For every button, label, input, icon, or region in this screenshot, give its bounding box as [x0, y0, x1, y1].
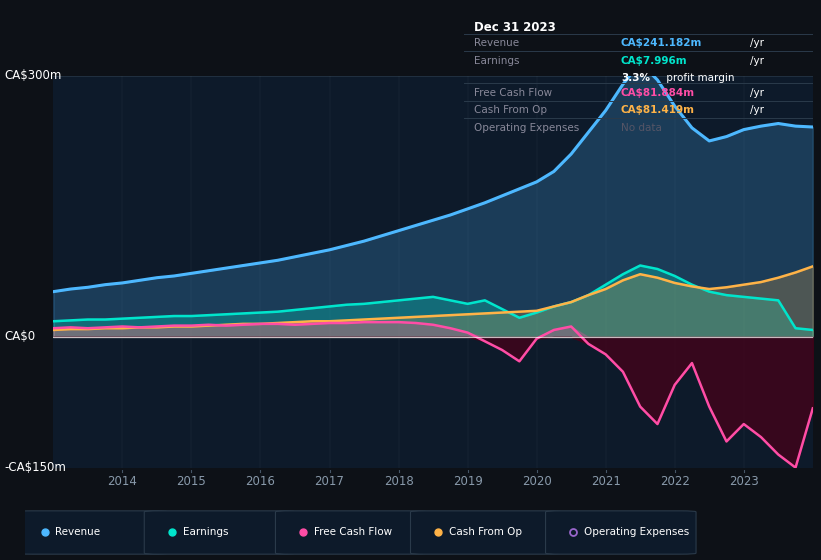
FancyBboxPatch shape	[546, 511, 696, 554]
Text: 2022: 2022	[660, 475, 690, 488]
Text: Cash From Op: Cash From Op	[475, 105, 548, 115]
Text: /yr: /yr	[750, 88, 764, 98]
Text: CA$81.884m: CA$81.884m	[621, 88, 695, 98]
Text: CA$81.419m: CA$81.419m	[621, 105, 695, 115]
Text: /yr: /yr	[750, 56, 764, 66]
Text: 2015: 2015	[177, 475, 206, 488]
FancyBboxPatch shape	[17, 511, 167, 554]
Text: 2017: 2017	[314, 475, 345, 488]
Text: 2020: 2020	[522, 475, 552, 488]
FancyBboxPatch shape	[410, 511, 561, 554]
Text: Free Cash Flow: Free Cash Flow	[314, 527, 392, 537]
Text: Revenue: Revenue	[475, 38, 520, 48]
Text: 2021: 2021	[591, 475, 621, 488]
Text: -CA$150m: -CA$150m	[4, 461, 66, 474]
Text: 2014: 2014	[108, 475, 137, 488]
Text: Earnings: Earnings	[183, 527, 228, 537]
Text: Operating Expenses: Operating Expenses	[475, 123, 580, 133]
FancyBboxPatch shape	[144, 511, 295, 554]
Text: Free Cash Flow: Free Cash Flow	[475, 88, 553, 98]
Text: Cash From Op: Cash From Op	[449, 527, 522, 537]
Text: Dec 31 2023: Dec 31 2023	[475, 21, 556, 34]
Text: CA$0: CA$0	[4, 330, 35, 343]
Text: 2018: 2018	[383, 475, 414, 488]
Text: /yr: /yr	[750, 38, 764, 48]
Text: 2023: 2023	[729, 475, 759, 488]
Text: Earnings: Earnings	[475, 56, 520, 66]
Text: 2016: 2016	[245, 475, 275, 488]
Text: Revenue: Revenue	[56, 527, 101, 537]
Text: CA$241.182m: CA$241.182m	[621, 38, 702, 48]
Text: CA$300m: CA$300m	[4, 69, 62, 82]
Text: /yr: /yr	[750, 105, 764, 115]
Text: 3.3%: 3.3%	[621, 73, 650, 83]
Text: profit margin: profit margin	[663, 73, 734, 83]
Text: No data: No data	[621, 123, 662, 133]
FancyBboxPatch shape	[276, 511, 426, 554]
Text: Operating Expenses: Operating Expenses	[585, 527, 690, 537]
Text: 2019: 2019	[452, 475, 483, 488]
Text: CA$7.996m: CA$7.996m	[621, 56, 687, 66]
